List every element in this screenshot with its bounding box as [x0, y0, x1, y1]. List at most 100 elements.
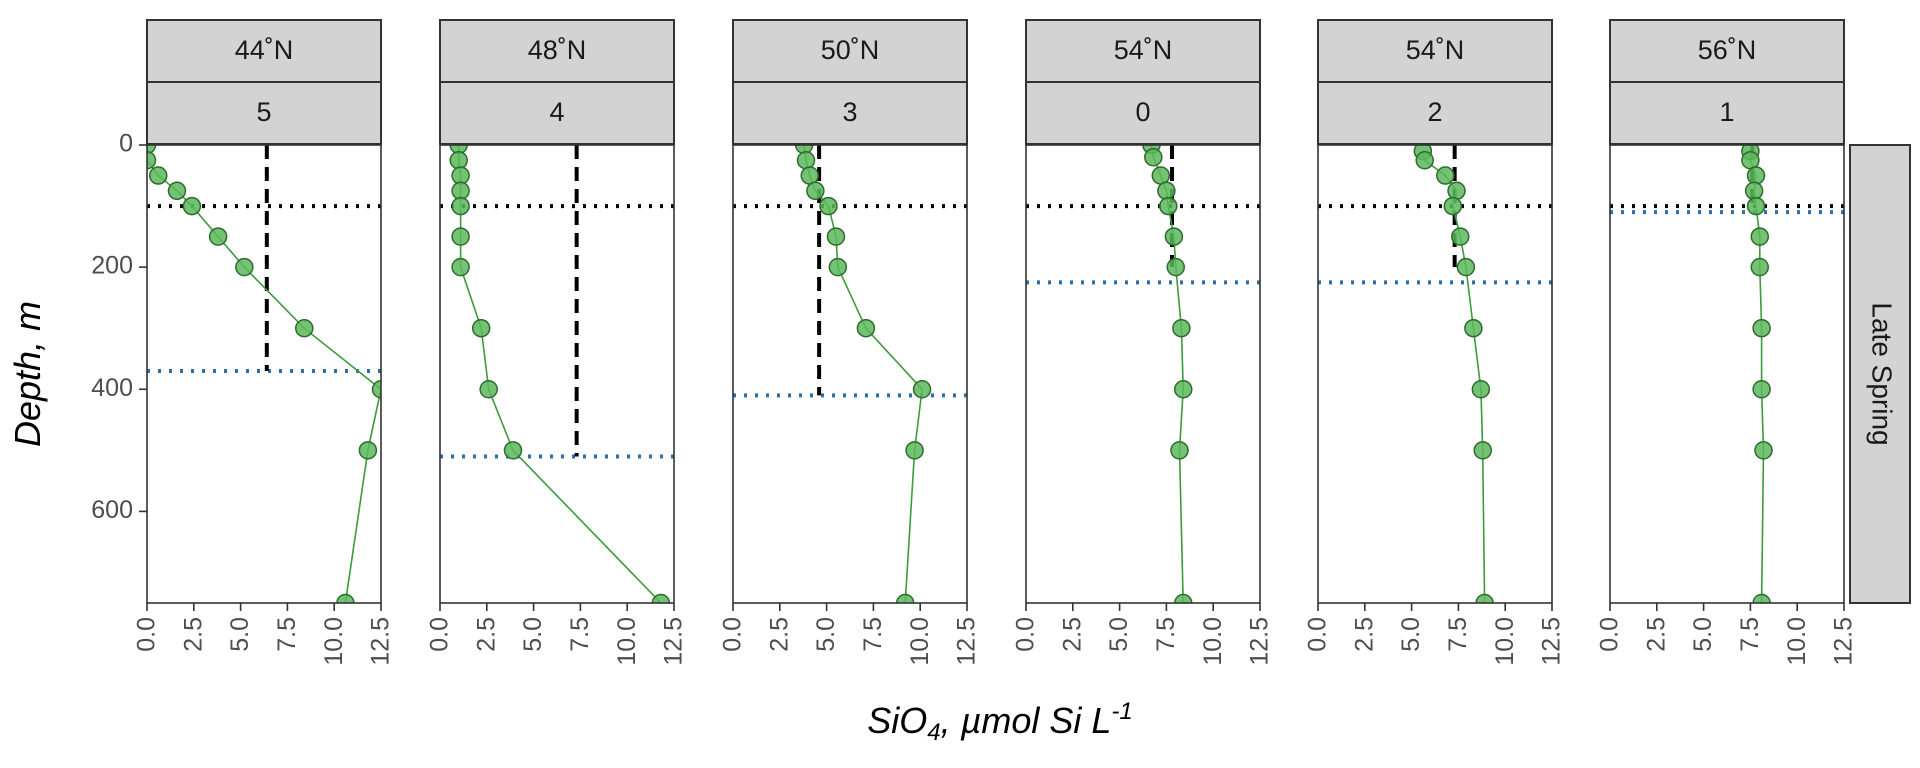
facet-panel-1: 48˚N 4 0.0 2.5 5.0 7.5 10.0 12.5: [426, 19, 688, 666]
data-point: [1752, 318, 1771, 338]
panel-background: [733, 145, 967, 603]
data-point: [1436, 166, 1455, 185]
data-point: [167, 181, 187, 201]
data-point: [828, 257, 848, 277]
x-tick-label: 5.0: [519, 617, 547, 652]
facet-panel-5: 56˚N10.0 2.5 5.0 7.5 10.0 12.5: [1596, 19, 1858, 666]
x-tick-label: 5.0: [1689, 617, 1717, 652]
x-tick-label: 2.5: [179, 617, 207, 652]
facet-panel-4: 54˚N 2 0.0 2.5 5.0 7.5 10.0 12.5: [1304, 19, 1566, 666]
data-point: [856, 318, 876, 338]
x-tick-label: 10.0: [906, 617, 934, 666]
x-axis-title-subscript: 4: [927, 719, 940, 746]
latitude-strip-label: 56˚N: [1698, 35, 1757, 65]
x-axis-title-units: , µmol Si L: [941, 700, 1112, 741]
panel-data-layer: [440, 145, 674, 603]
data-point: [1443, 196, 1463, 216]
data-point: [1475, 593, 1494, 603]
x-tick-label: 12.5: [1246, 617, 1274, 666]
x-tick-label: 12.5: [1830, 617, 1858, 666]
data-point: [1750, 227, 1770, 246]
x-tick-label: 7.5: [273, 617, 301, 652]
x-tick-label: 5.0: [812, 617, 840, 652]
latitude-strip-box: [1609, 19, 1845, 83]
data-point: [1464, 318, 1483, 338]
x-tick-label: 0.0: [719, 617, 747, 652]
data-point: [1415, 151, 1434, 170]
panel-border: [1025, 144, 1261, 604]
data-point: [1447, 181, 1466, 201]
facet-panel-2: 50˚N 3 0.0 2.5 5.0 7.5 10.0 12.5: [719, 19, 981, 666]
x-tick-label: 2.5: [1642, 617, 1670, 652]
panel-data-layer: [1318, 145, 1552, 603]
facet-row-strip: Late Spring: [1849, 144, 1911, 604]
station-strip-box: [1025, 81, 1261, 145]
data-point: [471, 318, 491, 338]
station-strip-label: 1: [1719, 97, 1734, 127]
data-point: [451, 166, 470, 185]
station-strip-box: [439, 81, 675, 145]
x-tick-label: 7.5: [1152, 617, 1180, 652]
station-strip-label: 4: [549, 97, 564, 127]
data-point: [1144, 147, 1163, 167]
data-point: [895, 593, 915, 603]
panel-border: [439, 144, 675, 604]
station-strip-box: [1317, 81, 1553, 145]
x-tick-label: 2.5: [472, 617, 500, 652]
station-strip-box: [1609, 81, 1845, 145]
x-tick-label: 5.0: [226, 617, 254, 652]
data-point: [1170, 441, 1189, 460]
y-tick-label: 200: [91, 252, 133, 280]
panel-data-layer: [1610, 145, 1844, 603]
data-point: [1456, 257, 1476, 277]
data-point: [336, 593, 355, 603]
panel-border: [1317, 144, 1553, 604]
x-tick-label: 12.5: [1538, 617, 1566, 666]
data-point: [235, 257, 254, 277]
panel-data-layer: [147, 145, 381, 603]
data-point: [451, 227, 470, 246]
data-point: [1471, 380, 1491, 399]
latitude-strip-label: 50˚N: [821, 35, 880, 65]
y-tick-label: 0: [119, 130, 133, 158]
data-point: [1166, 257, 1186, 277]
data-point: [147, 151, 157, 170]
data-point: [826, 227, 846, 246]
data-point: [294, 318, 314, 338]
data-point: [905, 441, 924, 460]
data-point: [451, 257, 470, 277]
x-tick-label: 2.5: [765, 617, 793, 652]
station-strip-label: 3: [842, 97, 857, 127]
data-point: [1750, 257, 1770, 277]
y-tick-label: 400: [91, 374, 133, 402]
x-tick-label: 0.0: [1596, 617, 1624, 652]
data-point: [1151, 166, 1171, 185]
data-point: [1174, 593, 1193, 603]
x-tick-label: 5.0: [1397, 617, 1425, 652]
data-point: [1159, 196, 1178, 216]
data-point: [1173, 380, 1193, 399]
station-strip-label: 5: [256, 97, 271, 127]
data-point: [182, 196, 202, 216]
x-tick-label: 10.0: [1491, 617, 1519, 666]
x-axis-title-superscript: -1: [1111, 698, 1132, 725]
x-tick-label: 12.5: [367, 617, 395, 666]
latitude-strip-box: [732, 19, 968, 83]
data-point: [503, 441, 523, 460]
data-point: [1746, 166, 1766, 185]
latitude-strip-box: [146, 19, 382, 83]
panel-background: [147, 145, 381, 603]
y-axis: 0 200 400 600: [91, 130, 147, 524]
data-point: [912, 380, 932, 399]
latitude-strip-label: 48˚N: [528, 35, 587, 65]
panel-data-layer: [1026, 145, 1260, 603]
data-point: [1473, 441, 1492, 460]
data-point: [479, 380, 498, 399]
facet-panel-3: 54˚N 0 0.0 2.5 5.0 7.5 10.0 12.5: [1012, 19, 1274, 666]
x-tick-label: 2.5: [1058, 617, 1086, 652]
x-tick-label: 0.0: [1012, 617, 1040, 652]
x-tick-label: 10.0: [1783, 617, 1811, 666]
panel-data-layer: [733, 145, 967, 603]
x-tick-label: 12.5: [953, 617, 981, 666]
